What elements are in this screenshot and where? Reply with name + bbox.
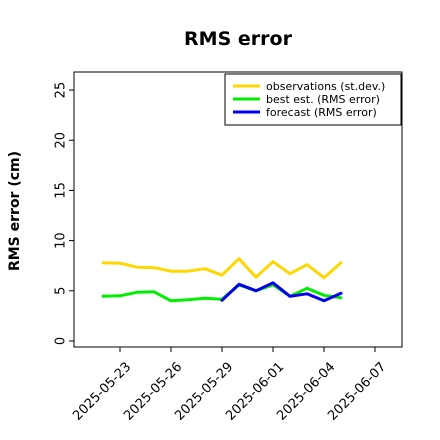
y-tick-label: 15 [54, 182, 69, 199]
x-axis: 2025-05-232025-05-262025-05-292025-06-01… [70, 347, 389, 424]
y-tick-label: 20 [54, 132, 69, 149]
series-line-1 [101, 257, 343, 280]
series-layer [101, 257, 343, 303]
plot-frame [73, 71, 403, 348]
y-tick-label: 25 [54, 82, 69, 99]
y-tick-label: 10 [54, 232, 69, 249]
legend-label-2: best est. (RMS error) [266, 93, 380, 106]
y-tick-label: 5 [54, 287, 69, 295]
series-line-3 [220, 281, 343, 303]
y-tick-label: 0 [54, 337, 69, 345]
y-axis: 0 5 10 15 20 25 [54, 82, 74, 345]
legend-label-3: forecast (RMS error) [266, 106, 377, 119]
chart-title: RMS error [184, 28, 293, 50]
legend: observations (st.dev.)best est. (RMS err… [224, 73, 402, 126]
y-axis-label: RMS error (cm) [7, 151, 23, 271]
legend-label-1: observations (st.dev.) [266, 80, 385, 93]
